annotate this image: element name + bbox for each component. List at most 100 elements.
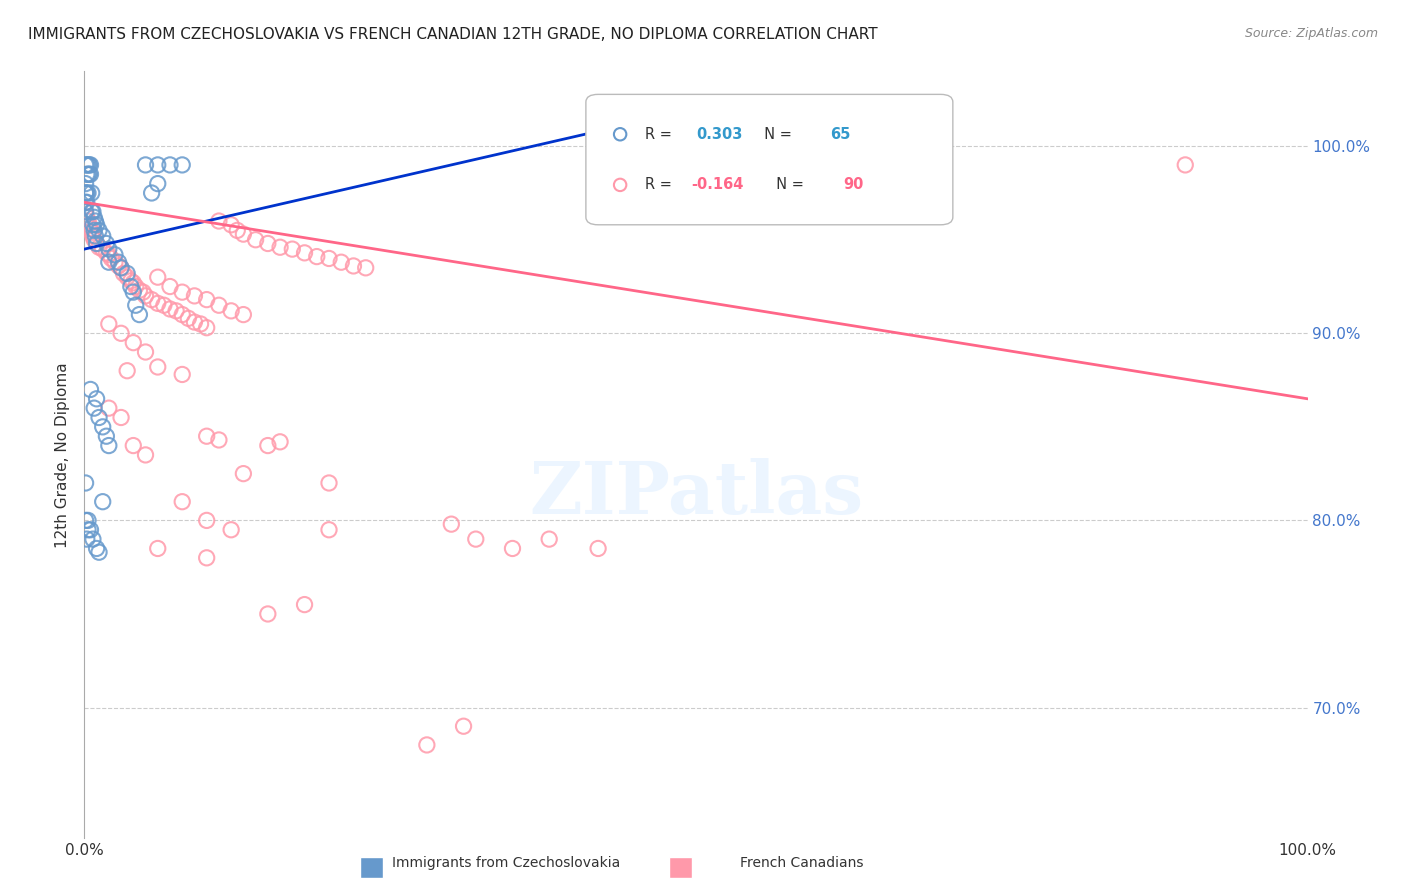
Point: [208, 214, 231, 228]
Point: [77, 523, 100, 537]
Point: [609, 416, 631, 430]
Point: [232, 308, 254, 322]
Point: [1174, 158, 1197, 172]
Point: [208, 433, 231, 447]
Point: [159, 158, 181, 172]
Point: [79, 221, 101, 235]
Point: [183, 315, 205, 329]
Point: [120, 274, 142, 288]
Point: [115, 267, 138, 281]
Point: [177, 311, 200, 326]
Point: [75, 475, 97, 490]
Point: [107, 259, 129, 273]
Point: [330, 255, 353, 269]
Point: [232, 467, 254, 481]
Point: [609, 293, 631, 307]
Text: Source: ZipAtlas.com: Source: ZipAtlas.com: [1244, 27, 1378, 40]
Point: [195, 550, 218, 565]
Point: [87, 240, 110, 254]
Point: [83, 233, 105, 247]
Point: [76, 167, 98, 181]
Point: [354, 260, 377, 275]
Point: [141, 186, 163, 200]
Point: [86, 541, 108, 556]
Point: [135, 289, 157, 303]
Point: [75, 186, 97, 200]
Point: [75, 158, 97, 172]
Text: R =: R =: [644, 178, 676, 193]
Point: [318, 523, 340, 537]
Point: [453, 719, 475, 733]
Point: [122, 285, 145, 300]
Point: [257, 439, 280, 453]
Point: [104, 255, 127, 269]
Point: [342, 259, 364, 273]
Text: N =: N =: [755, 127, 796, 142]
Point: [79, 523, 101, 537]
Point: [97, 248, 120, 262]
Point: [77, 158, 100, 172]
Point: [76, 158, 98, 172]
Point: [294, 598, 316, 612]
Text: 65: 65: [831, 127, 851, 142]
Point: [96, 429, 118, 443]
Point: [219, 218, 242, 232]
Point: [91, 494, 114, 508]
Point: [87, 545, 110, 559]
Point: [146, 359, 169, 374]
Point: [80, 204, 103, 219]
Point: [86, 236, 108, 251]
Point: [219, 523, 242, 537]
Point: [91, 420, 114, 434]
Point: [77, 167, 100, 181]
Point: [96, 245, 118, 260]
Point: [245, 233, 267, 247]
Point: [146, 296, 169, 310]
Point: [146, 541, 169, 556]
Point: [87, 223, 110, 237]
Point: [190, 317, 212, 331]
Point: [84, 229, 107, 244]
Text: 90: 90: [842, 178, 863, 193]
Point: [75, 513, 97, 527]
Point: [120, 279, 142, 293]
Point: [115, 270, 138, 285]
Point: [97, 255, 120, 269]
Point: [77, 186, 100, 200]
Point: [122, 335, 145, 350]
Point: [159, 301, 181, 316]
Point: [132, 285, 155, 300]
Point: [80, 225, 103, 239]
Point: [502, 541, 524, 556]
Point: [165, 303, 187, 318]
Point: [125, 279, 148, 293]
Point: [135, 448, 157, 462]
Point: [128, 308, 150, 322]
Point: [183, 289, 205, 303]
Point: [82, 218, 104, 232]
Point: [86, 236, 108, 251]
Point: [112, 267, 135, 281]
Point: [82, 532, 104, 546]
Point: [464, 532, 486, 546]
Point: [172, 368, 194, 382]
Point: [77, 167, 100, 181]
Point: [83, 211, 105, 225]
Point: [257, 607, 280, 621]
Point: [195, 429, 218, 443]
Point: [146, 158, 169, 172]
Point: [79, 158, 101, 172]
Point: [82, 204, 104, 219]
Point: [122, 439, 145, 453]
Point: [104, 248, 127, 262]
Point: [128, 283, 150, 297]
Point: [75, 204, 97, 219]
Point: [125, 298, 148, 312]
Point: [294, 245, 316, 260]
Point: [172, 285, 194, 300]
Point: [440, 517, 463, 532]
Text: 0.303: 0.303: [696, 127, 742, 142]
Point: [195, 513, 218, 527]
Point: [110, 260, 132, 275]
Text: ZIPatlas: ZIPatlas: [529, 458, 863, 529]
